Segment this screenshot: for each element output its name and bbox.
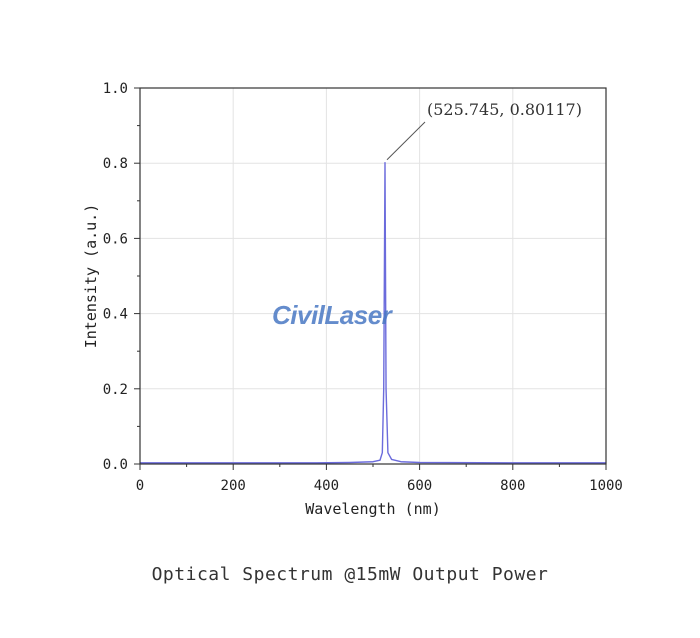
peak-annotation: (525.745, 0.80117) — [427, 100, 582, 119]
series-group — [140, 162, 606, 464]
spectrum-chart: 0 200 400 600 800 1000 0.0 0.2 0.4 0.6 0.8 1.0 (525… — [82, 81, 623, 518]
annotation-leader — [386, 121, 426, 161]
x-tick-label: 0 — [136, 478, 144, 494]
x-tick-label: 600 — [407, 478, 432, 494]
annotations: (525.745, 0.80117) — [386, 100, 582, 161]
figure-caption: Optical Spectrum @15mW Output Power — [151, 564, 549, 585]
y-axis-label: Intensity (a.u.) — [82, 204, 100, 349]
x-axis-label: Wavelength (nm) — [305, 500, 440, 518]
x-tick-label: 800 — [500, 478, 525, 494]
y-tick-label: 0.8 — [103, 156, 128, 172]
x-tick-label: 400 — [314, 478, 339, 494]
x-tick-label: 1000 — [589, 478, 623, 494]
ticks: 0 200 400 600 800 1000 0.0 0.2 0.4 0.6 0.8 1.0 — [103, 81, 623, 494]
y-tick-label: 1.0 — [103, 81, 128, 97]
grid — [140, 88, 606, 464]
watermark-logo: CivilLaser — [272, 300, 392, 330]
x-tick-label: 200 — [221, 478, 246, 494]
plot-area — [140, 88, 606, 464]
spectrum-line — [140, 162, 606, 464]
y-tick-label: 0.4 — [103, 307, 128, 323]
y-tick-label: 0.0 — [103, 457, 128, 473]
y-tick-label: 0.2 — [103, 382, 128, 398]
y-tick-label: 0.6 — [103, 231, 128, 247]
